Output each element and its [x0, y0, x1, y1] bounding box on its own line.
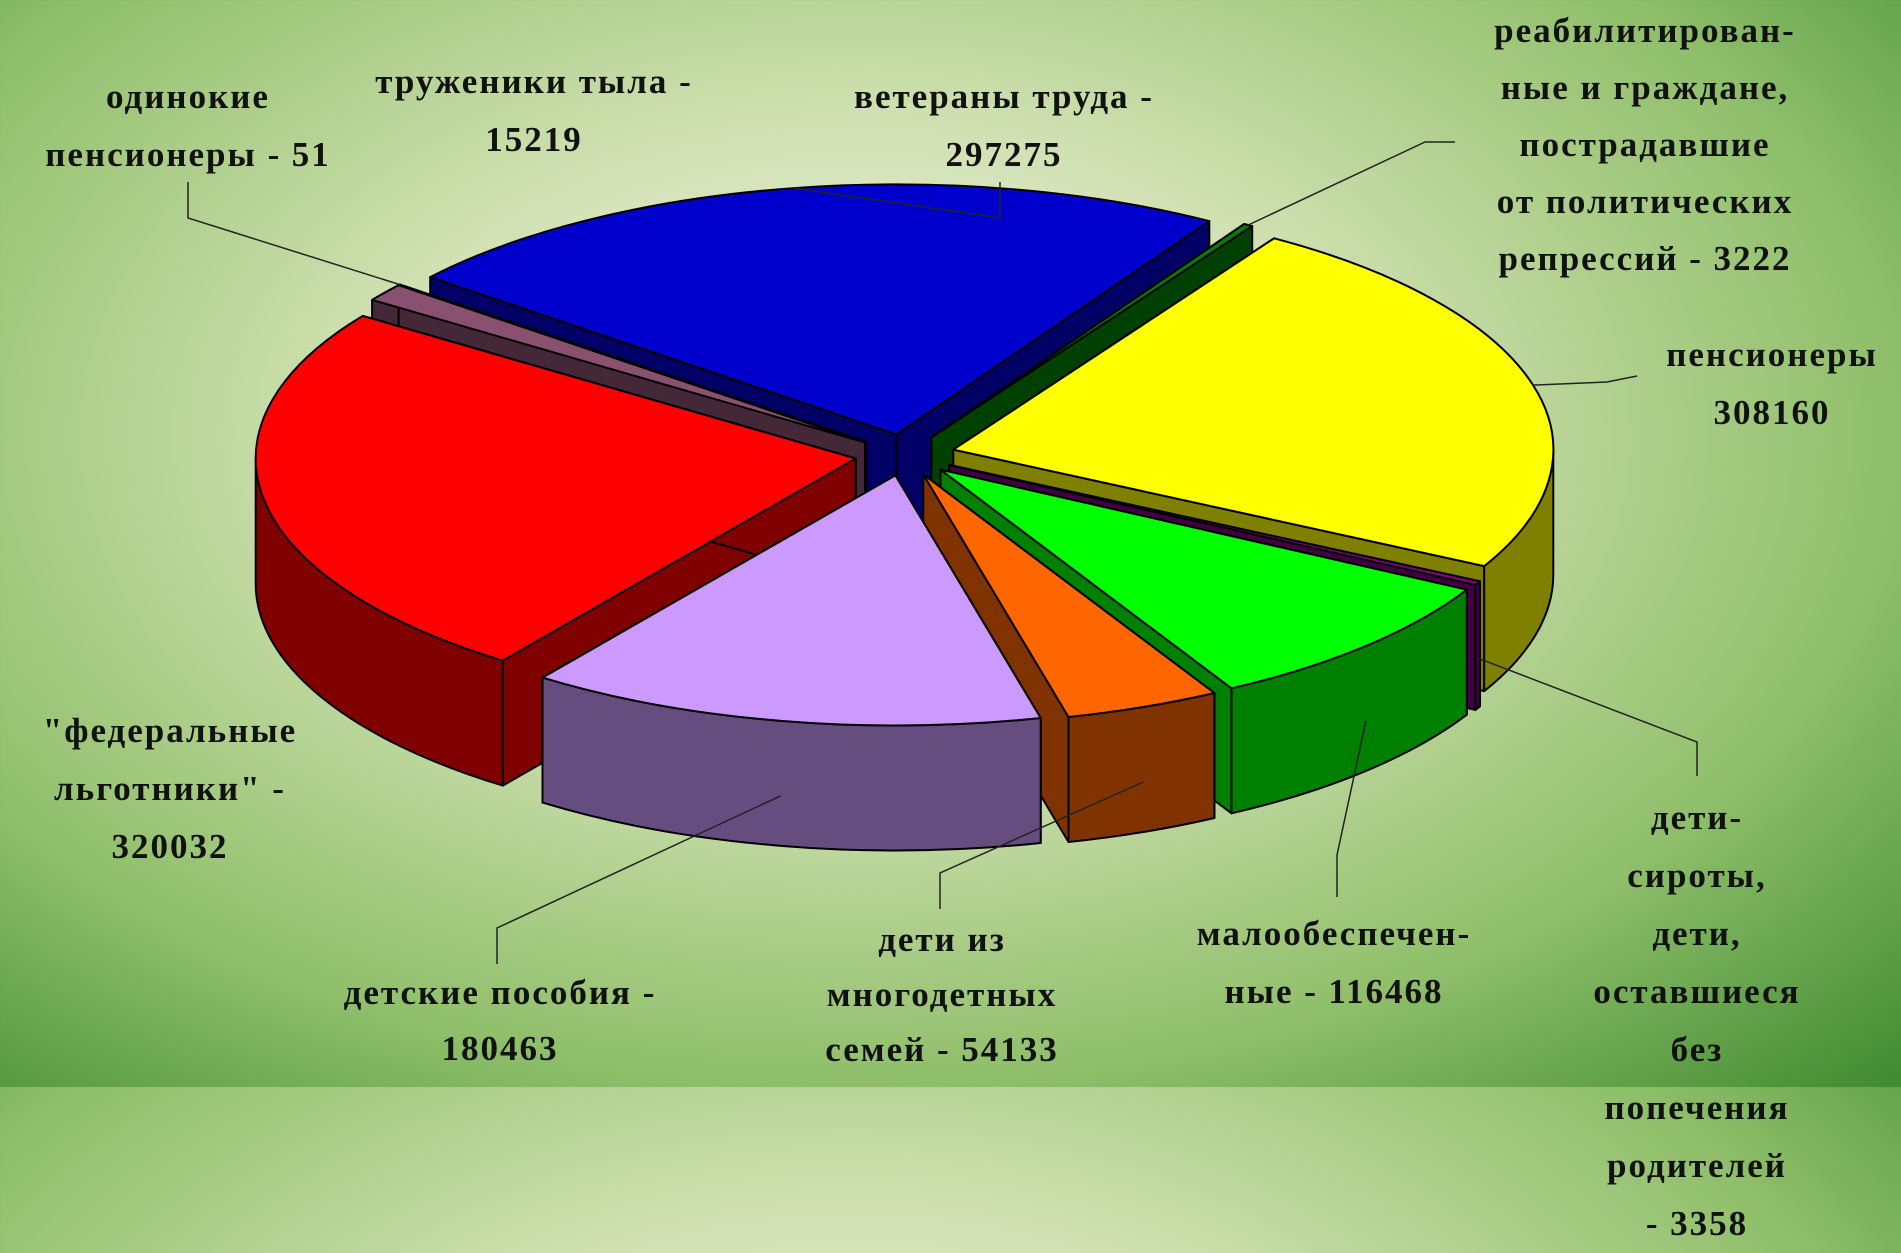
category-label: дети-сироты, дети, оставшиеся без попече… — [1593, 798, 1801, 1243]
data-label: одинокие пенсионеры -51 — [45, 68, 330, 184]
category-label: реабилитирован- ные и граждане, пострада… — [1494, 11, 1796, 278]
value-label: 180463 — [441, 1029, 559, 1068]
value-label: 3358 — [1670, 1204, 1749, 1243]
leader-line — [794, 182, 1001, 219]
category-label: детские пособия - — [343, 973, 657, 1012]
value-label: 308160 — [1713, 393, 1831, 432]
leader-line — [496, 795, 782, 964]
value-label: 54133 — [961, 1030, 1059, 1069]
slice-top — [939, 468, 1468, 690]
category-label: труженики тыла - — [375, 62, 693, 101]
value-label: 320032 — [111, 827, 229, 866]
slice — [541, 474, 1042, 852]
data-label: малообеспечен- ные -116468 — [1197, 905, 1472, 1021]
value-label: 297275 — [945, 135, 1063, 174]
slice-top — [371, 284, 866, 444]
value-label: 3222 — [1713, 239, 1792, 278]
leader-line — [1532, 375, 1638, 386]
data-label: реабилитирован- ные и граждане, пострада… — [1494, 2, 1796, 287]
leader-line — [1336, 720, 1367, 897]
slice-top — [254, 314, 857, 662]
leader-line — [939, 781, 1144, 909]
data-label: "федеральные льготники" - 320032 — [43, 702, 297, 876]
slice-top — [922, 473, 1216, 718]
slice-top — [541, 474, 1042, 727]
category-label: малообеспечен- ные - — [1196, 914, 1472, 1011]
value-label: 116468 — [1328, 972, 1444, 1011]
category-label: ветераны труда - — [854, 77, 1154, 116]
category-label: пенсионеры — [1666, 335, 1878, 374]
slice-top — [429, 183, 1211, 436]
leader-line — [1247, 141, 1455, 226]
value-label: 15219 — [485, 120, 583, 159]
data-label: труженики тыла - 15219 — [375, 53, 693, 169]
data-label: дети из многодетных семей -54133 — [825, 912, 1058, 1077]
category-label: дети из многодетных семей - — [825, 920, 1058, 1069]
value-label: 51 — [291, 135, 331, 174]
data-label: пенсионеры 308160 — [1666, 326, 1878, 442]
slice-outer-wall — [1474, 580, 1481, 711]
slice-top — [948, 463, 1481, 586]
data-label: дети-сироты, дети, оставшиеся без попече… — [1593, 789, 1800, 1253]
category-label: одинокие пенсионеры - — [45, 77, 282, 174]
chart — [187, 141, 1698, 964]
data-label: детские пособия - 180463 — [344, 965, 657, 1077]
category-label: "федеральные льготники" - — [42, 711, 298, 808]
data-label: ветераны труда - 297275 — [854, 68, 1154, 184]
leader-line — [187, 182, 401, 286]
leader-line — [1477, 657, 1698, 776]
